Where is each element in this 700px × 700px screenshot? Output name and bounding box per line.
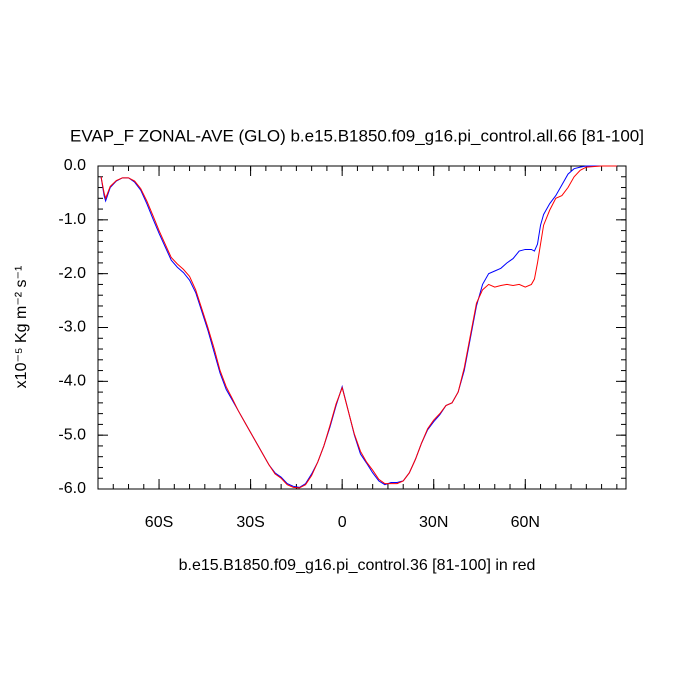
annotation: b.e15.B1850.f09_g16.pi_control.36 [81-10…	[179, 557, 536, 574]
y-tick-label: -6.0	[58, 480, 86, 497]
line-series	[100, 165, 617, 488]
line-series	[100, 165, 617, 489]
y-tick-label: -1.0	[58, 211, 86, 228]
x-tick-label: 30N	[419, 514, 448, 531]
x-tick-label: 60S	[145, 514, 173, 531]
x-tick-label: 60N	[511, 514, 540, 531]
y-tick-label: 0.0	[64, 157, 86, 174]
chart-title: EVAP_F ZONAL-AVE (GLO) b.e15.B1850.f09_g…	[70, 126, 644, 145]
y-tick-label: -2.0	[58, 265, 86, 282]
x-tick-label: 0	[338, 514, 347, 531]
y-tick-label: -5.0	[58, 426, 86, 443]
plot-frame	[97, 165, 627, 490]
y-tick-label: -3.0	[58, 319, 86, 336]
y-axis-label: x10⁻⁵ Kg m⁻² s⁻¹	[13, 266, 30, 389]
y-tick-label: -4.0	[58, 373, 86, 390]
x-tick-label: 30S	[236, 514, 264, 531]
